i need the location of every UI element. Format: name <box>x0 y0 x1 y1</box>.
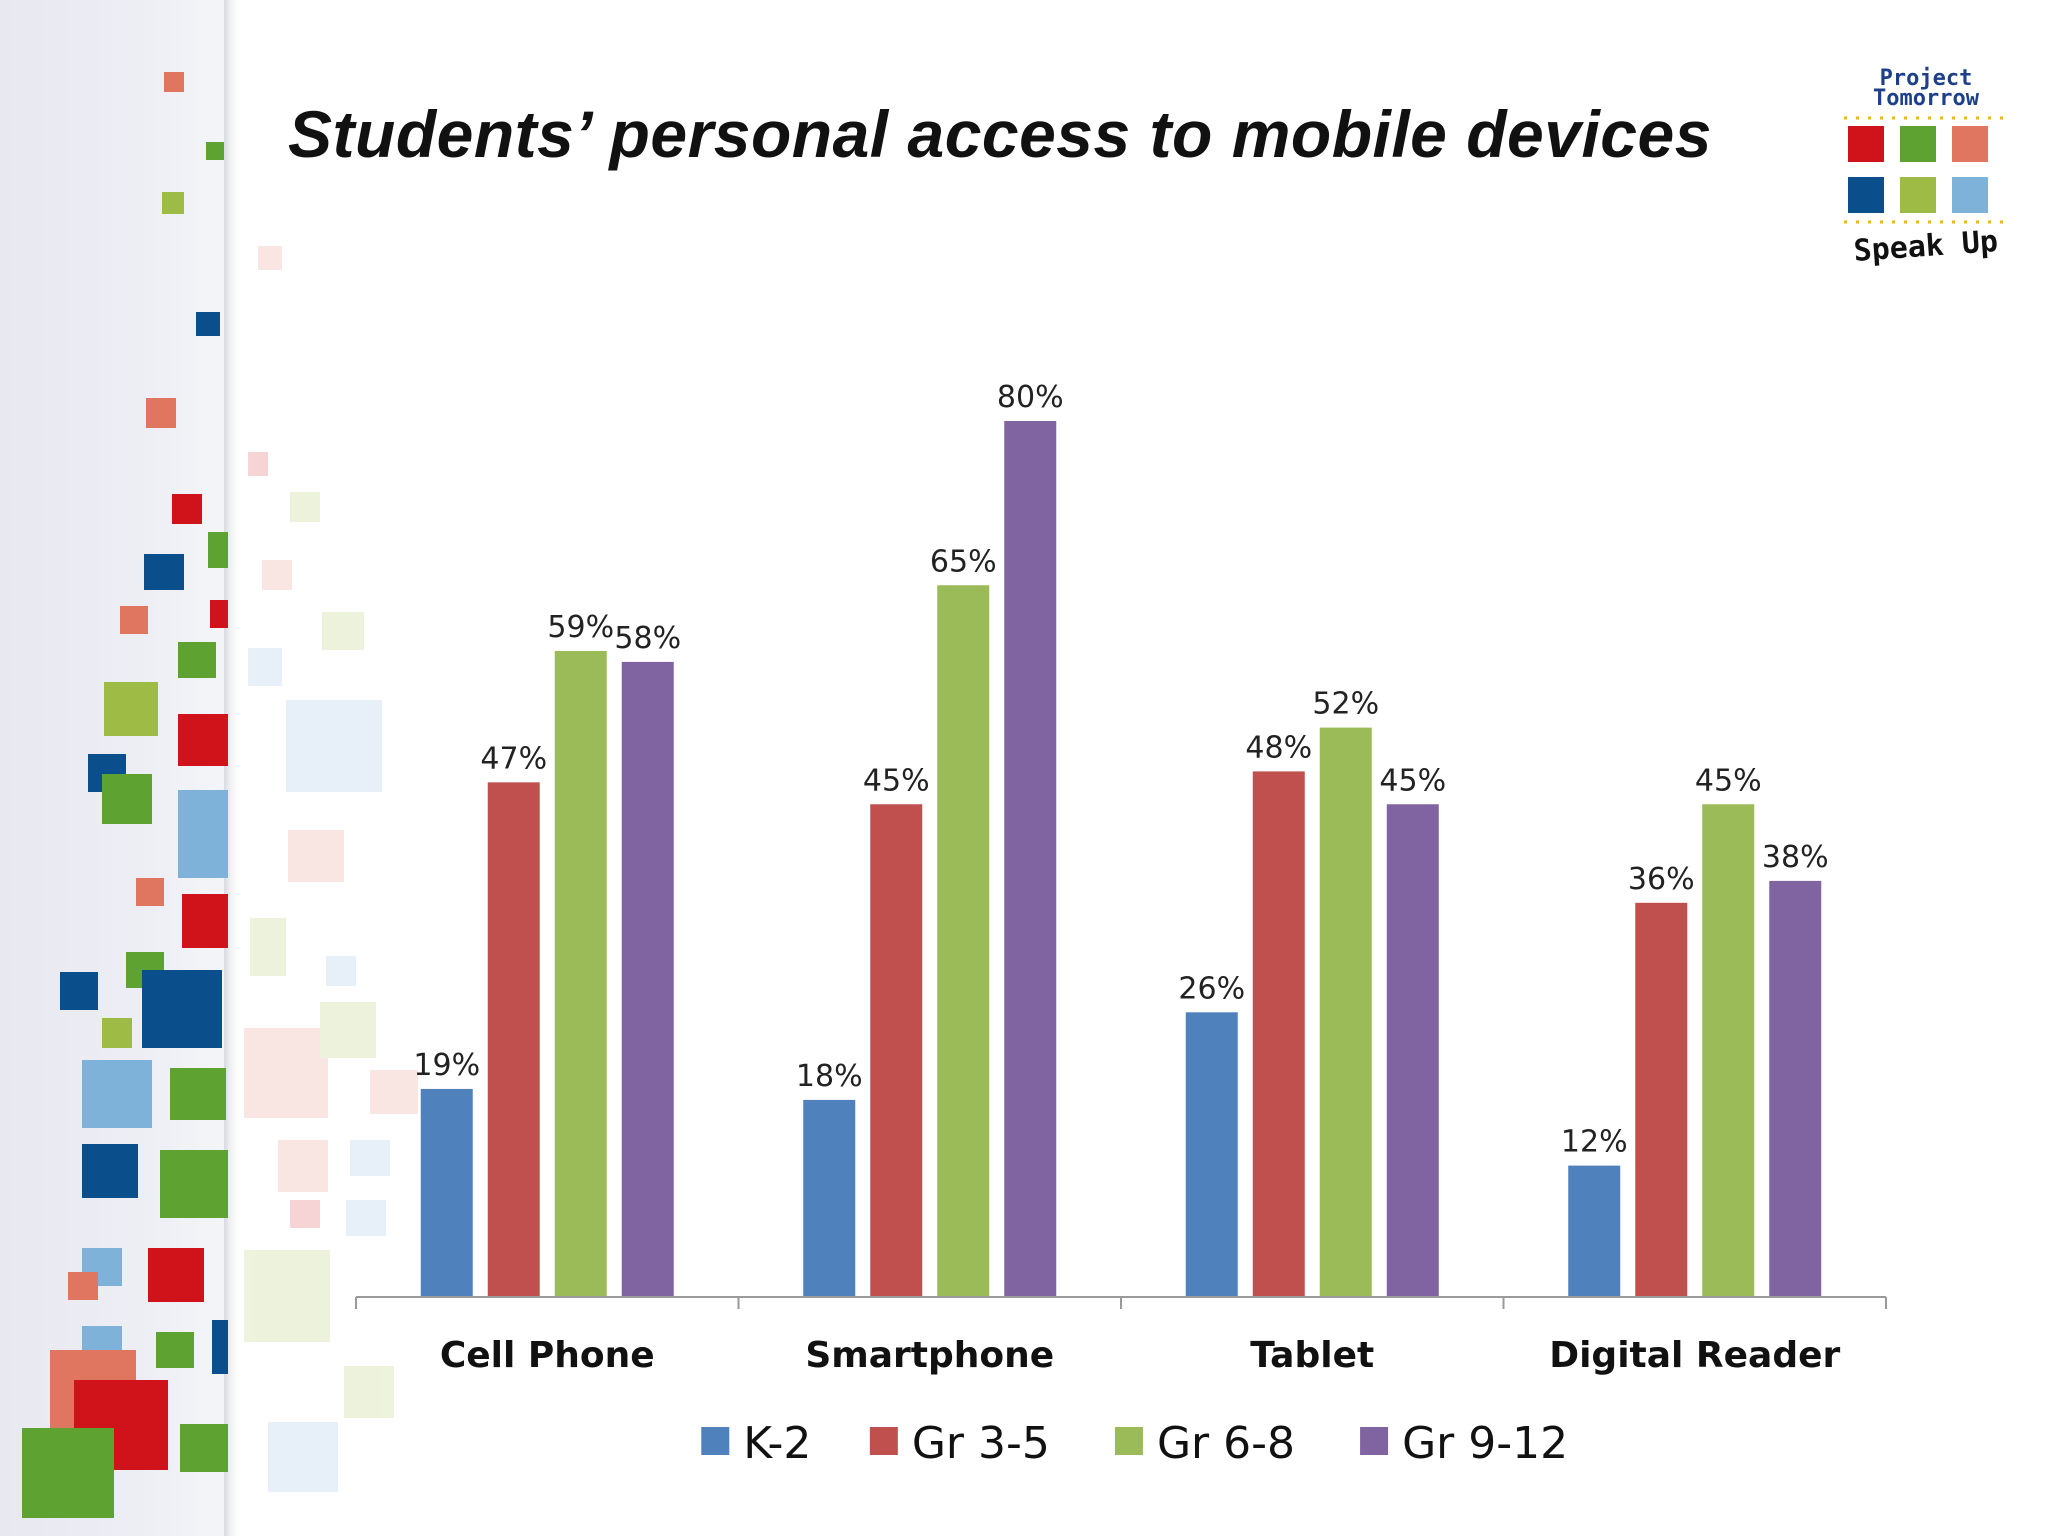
bar <box>1319 727 1372 1297</box>
bar <box>554 650 607 1297</box>
bar <box>1185 1012 1238 1297</box>
category-labels-layer: Cell Phone Smartphone Tablet Digital Reader <box>440 1335 1841 1376</box>
data-label: 47% <box>480 741 547 776</box>
bar <box>803 1099 856 1297</box>
logo-square <box>1952 177 1988 213</box>
bar <box>1769 880 1822 1297</box>
data-label: 80% <box>997 380 1064 415</box>
bar <box>1004 421 1057 1297</box>
data-label: 65% <box>930 544 997 579</box>
legend-swatch <box>869 1427 898 1455</box>
legend-label: Gr 6-8 <box>1157 1418 1295 1469</box>
data-label: 58% <box>614 621 681 656</box>
data-label: 45% <box>1379 763 1446 798</box>
bar <box>870 804 923 1297</box>
category-label: Cell Phone <box>440 1335 655 1376</box>
logo-squares <box>1848 126 1988 213</box>
data-label: 38% <box>1762 840 1829 875</box>
logo-square <box>1900 177 1936 213</box>
bar <box>1702 804 1755 1297</box>
bar <box>1386 804 1439 1297</box>
data-label: 48% <box>1245 730 1312 765</box>
data-label: 59% <box>547 610 614 645</box>
x-axis <box>355 1296 1887 1309</box>
data-label: 36% <box>1628 862 1695 897</box>
bar <box>1568 1165 1621 1297</box>
project-tomorrow-logo: Project Tomorrow Speak Up <box>1844 66 2008 269</box>
data-label: 52% <box>1312 687 1379 722</box>
bar <box>420 1088 473 1297</box>
decorative-squares <box>0 0 418 1536</box>
logo-square <box>1848 177 1884 213</box>
logo-text-tomorrow: Tomorrow <box>1873 86 1980 111</box>
logo-text-project: Project <box>1880 66 1973 91</box>
category-label: Digital Reader <box>1549 1335 1840 1376</box>
data-label: 26% <box>1178 971 1245 1006</box>
data-label: 12% <box>1561 1125 1628 1160</box>
legend-label: Gr 9-12 <box>1402 1418 1568 1469</box>
bar <box>621 661 674 1297</box>
data-label: 18% <box>796 1059 863 1094</box>
category-label: Tablet <box>1250 1335 1374 1376</box>
bar <box>1635 902 1688 1297</box>
data-label: 45% <box>863 763 930 798</box>
legend: K-2 Gr 3-5 Gr 6-8 Gr 9-12 <box>701 1418 1568 1469</box>
data-label: 45% <box>1695 763 1762 798</box>
bar <box>937 585 990 1297</box>
legend-label: K-2 <box>743 1418 811 1469</box>
legend-label: Gr 3-5 <box>912 1418 1050 1469</box>
logo-square <box>1952 126 1988 162</box>
logo-square <box>1900 126 1936 162</box>
legend-swatch <box>1114 1427 1143 1455</box>
bar <box>487 782 540 1297</box>
legend-swatch <box>1360 1427 1389 1455</box>
logo-square <box>1848 126 1884 162</box>
bar <box>1252 771 1305 1297</box>
slide-title: Students’ personal access to mobile devi… <box>288 97 1712 171</box>
category-label: Smartphone <box>805 1335 1054 1376</box>
legend-swatch <box>701 1427 730 1455</box>
data-label: 19% <box>413 1048 480 1083</box>
value-labels-layer: 19% 18% 26% 12% 47% 45% 48% 36% 59% 65% 52% 45% 58% 8… <box>413 380 1828 1160</box>
bars-layer <box>420 421 1822 1297</box>
